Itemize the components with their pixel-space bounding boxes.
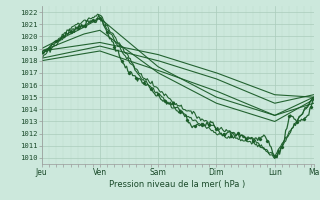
X-axis label: Pression niveau de la mer( hPa ): Pression niveau de la mer( hPa )	[109, 180, 246, 189]
